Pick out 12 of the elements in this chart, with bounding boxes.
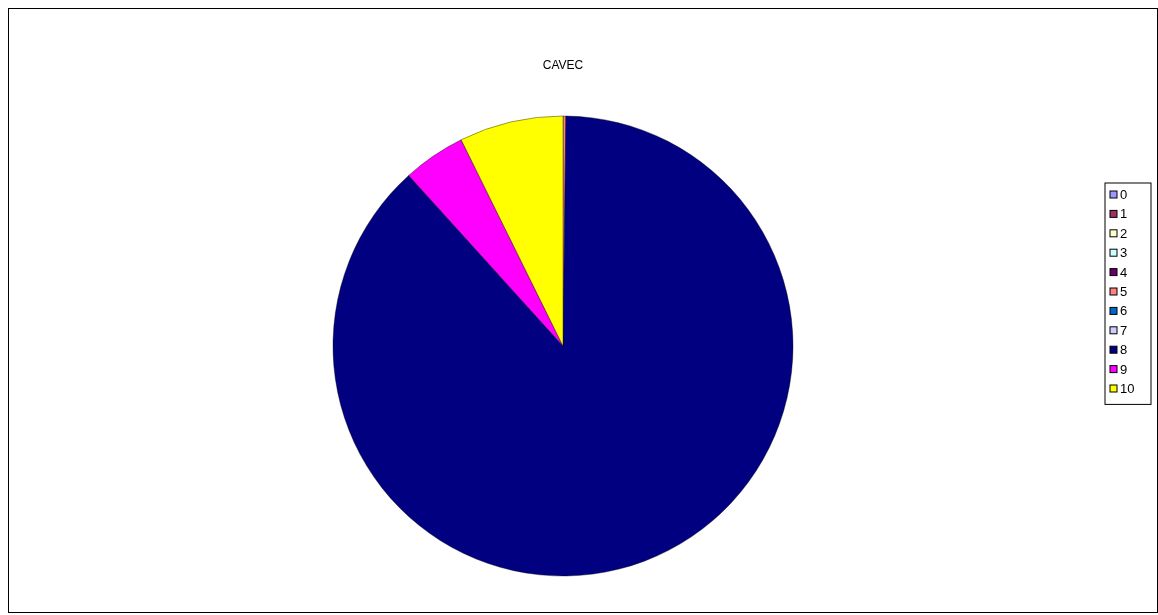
legend-label: 2 [1120, 225, 1128, 241]
legend-label: 4 [1120, 264, 1128, 280]
legend-label: 0 [1120, 187, 1128, 202]
legend-label: 9 [1120, 361, 1128, 377]
legend-label: 7 [1120, 322, 1128, 338]
legend-label: 5 [1120, 284, 1128, 299]
legend-label: 1 [1120, 206, 1128, 222]
legend-label: 8 [1120, 342, 1128, 358]
legend-label: 10 [1120, 381, 1135, 396]
chart-title: CAVEC [542, 58, 584, 72]
legend-label: 3 [1120, 245, 1128, 261]
legend-label: 6 [1120, 303, 1128, 319]
